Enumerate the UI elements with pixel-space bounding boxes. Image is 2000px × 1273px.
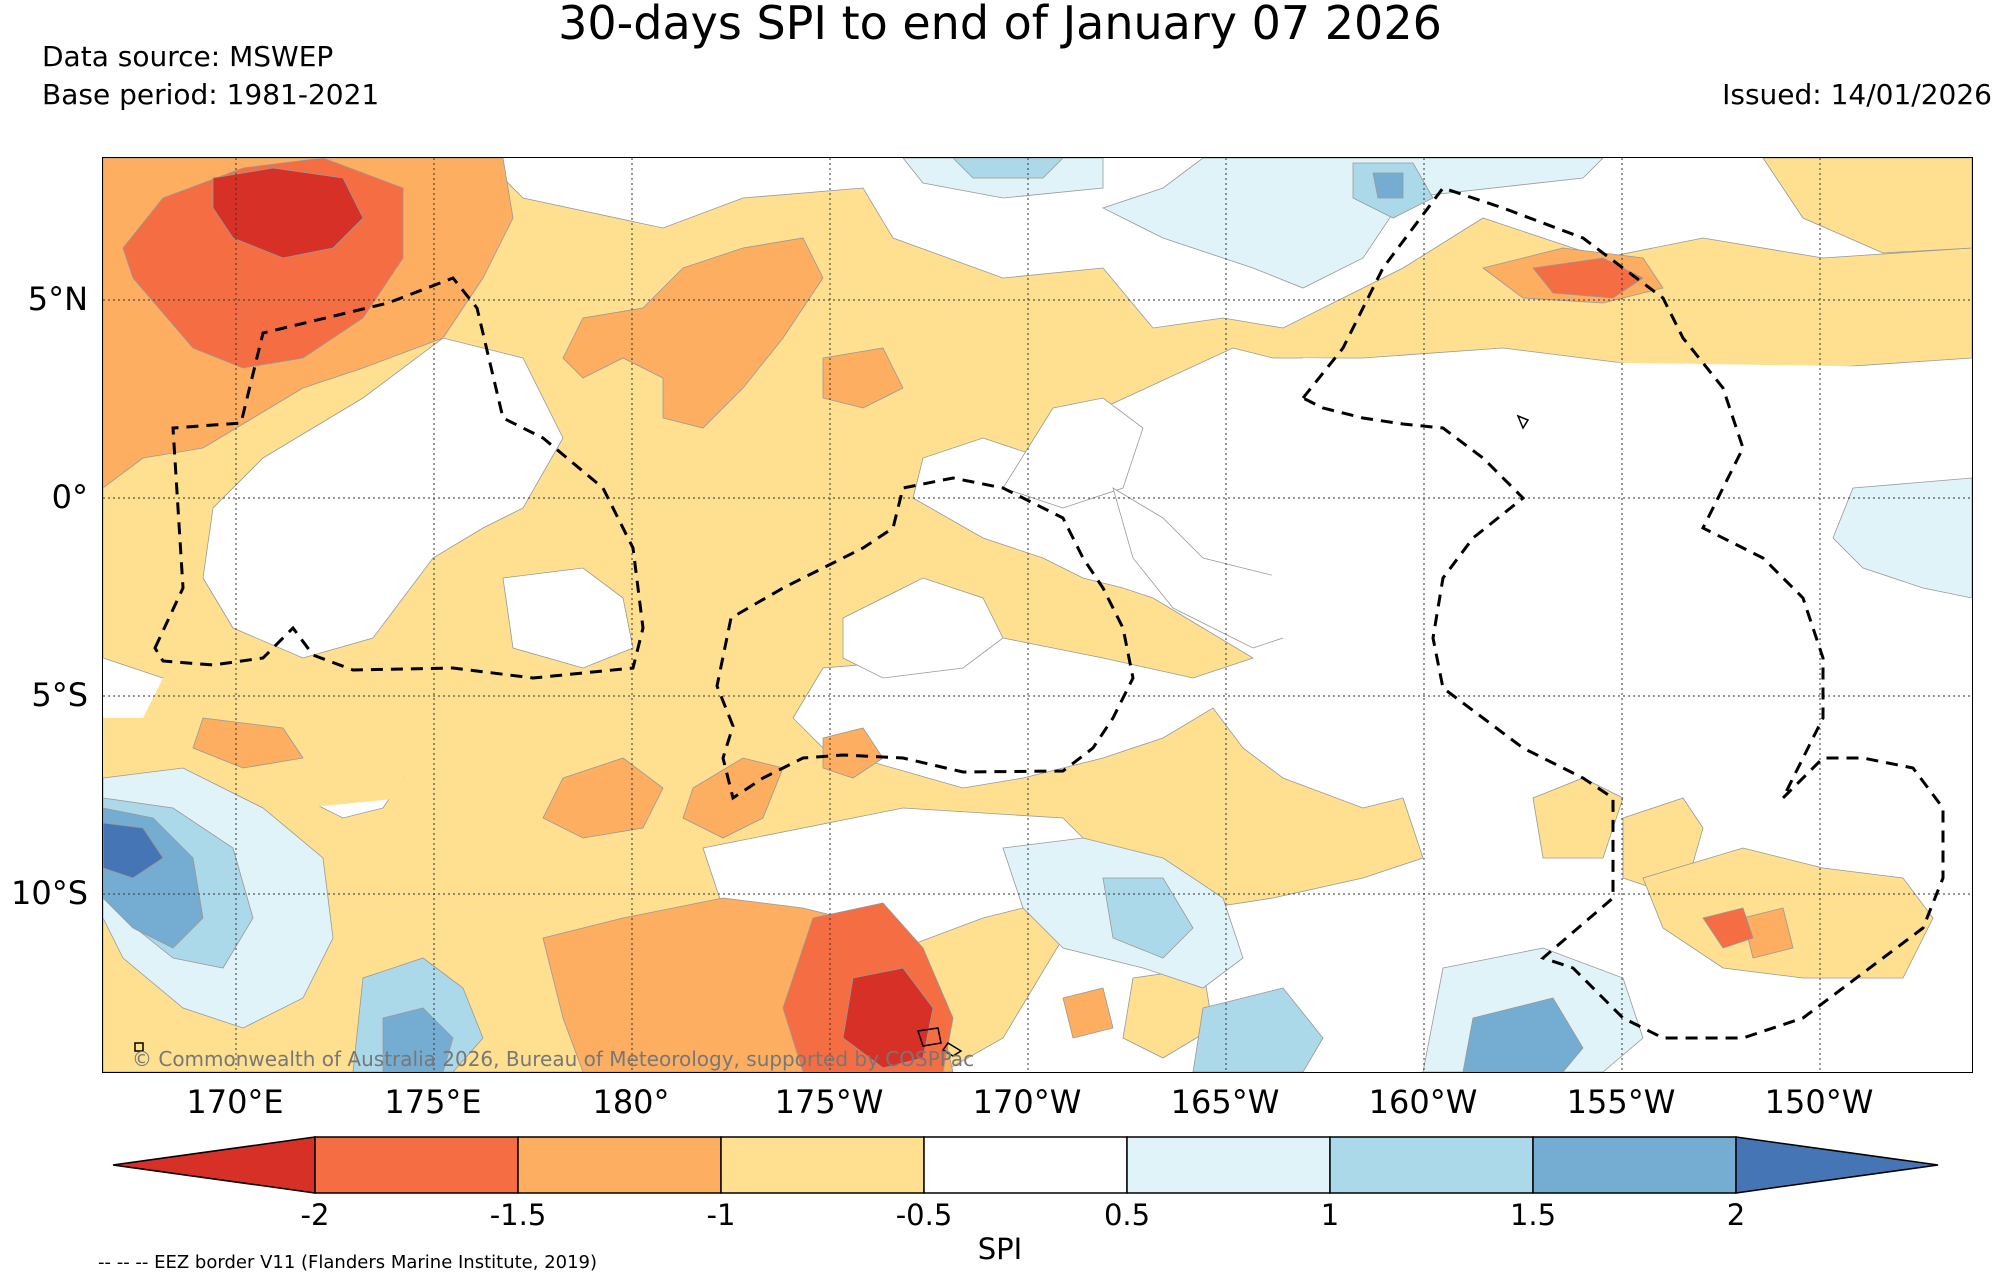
colorbar-segment-2 <box>517 1136 722 1194</box>
lat-label-5s: 5°S <box>31 676 88 714</box>
lon-label-170e: 170°E <box>186 1083 284 1121</box>
colorbar-tick: -1 <box>706 1198 736 1232</box>
colorbar-segment-5 <box>1126 1136 1331 1194</box>
lat-label-5n: 5°N <box>27 280 88 318</box>
slightly-dry-regions <box>103 158 1972 1072</box>
spi-map-canvas <box>103 158 1972 1072</box>
lon-label-180: 180° <box>592 1083 670 1121</box>
wet-regions <box>103 158 1972 1072</box>
colorbar-tick: 2 <box>1726 1198 1746 1232</box>
colorbar-tick: 0.5 <box>1103 1198 1151 1232</box>
copyright-notice: © Commonwealth of Australia 2026, Bureau… <box>132 1047 975 1071</box>
eez-border-note: -- -- -- EEZ border V11 (Flanders Marine… <box>98 1252 598 1273</box>
lon-label-175w: 175°W <box>774 1083 884 1121</box>
colorbar-segment-3 <box>720 1136 925 1194</box>
colorbar-tick: -0.5 <box>895 1198 953 1232</box>
base-period-label: Base period: 1981-2021 <box>42 78 380 111</box>
lon-label-160w: 160°W <box>1368 1083 1478 1121</box>
lat-label-10s: 10°S <box>10 874 88 912</box>
lon-label-155w: 155°W <box>1566 1083 1676 1121</box>
colorbar-tick: -2 <box>300 1198 330 1232</box>
colorbar-tick: -1.5 <box>489 1198 547 1232</box>
lat-label-0: 0° <box>51 478 88 516</box>
lon-label-150w: 150°W <box>1764 1083 1874 1121</box>
colorbar-segment-6 <box>1329 1136 1534 1194</box>
colorbar-segment-4 <box>923 1136 1128 1194</box>
colorbar-tick: 1.5 <box>1509 1198 1557 1232</box>
lon-label-170w: 170°W <box>972 1083 1082 1121</box>
island-outlines <box>134 414 1530 1057</box>
issued-date-label: Issued: 14/01/2026 <box>1722 78 1992 111</box>
colorbar-segment-gt-2 <box>1735 1136 1939 1194</box>
graticule <box>103 158 1972 1072</box>
colorbar-segment-1 <box>314 1136 519 1194</box>
colorbar-segment-7 <box>1532 1136 1737 1194</box>
colorbar-segment-lt-2 <box>112 1136 316 1194</box>
colorbar <box>112 1136 1939 1194</box>
lon-label-165w: 165°W <box>1170 1083 1280 1121</box>
very-dry-regions <box>212 167 934 1069</box>
map-title: 30-days SPI to end of January 07 2026 <box>558 0 1442 50</box>
lon-label-175e: 175°E <box>384 1083 482 1121</box>
eez-borders <box>153 186 1945 1040</box>
spi-map <box>102 157 1973 1073</box>
colorbar-tick: 1 <box>1320 1198 1340 1232</box>
data-source-label: Data source: MSWEP <box>42 40 334 73</box>
colorbar-label: SPI <box>977 1232 1023 1266</box>
